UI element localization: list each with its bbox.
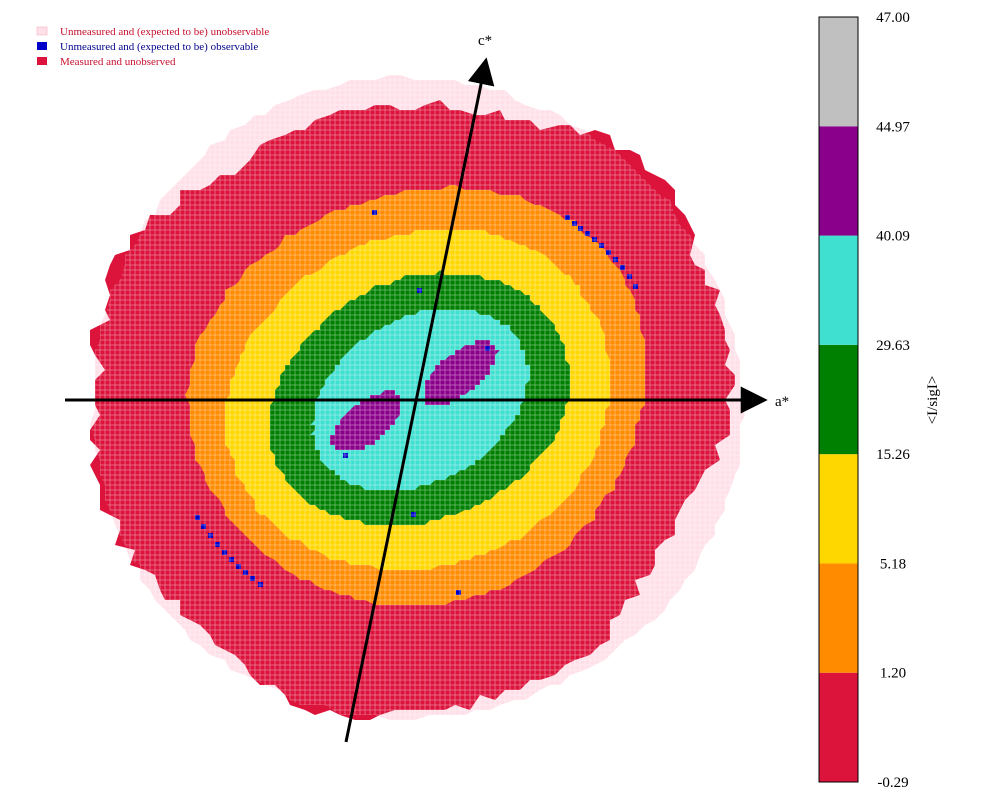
legend-swatch-unobservable (36, 26, 48, 36)
c-star-label: c* (478, 33, 492, 49)
colorbar-tick-label: 29.63 (876, 338, 910, 354)
colorbar-label: <I/sigI> (925, 376, 941, 425)
colorbar-tick-label: 1.20 (880, 666, 906, 682)
axes: a* c* (65, 33, 789, 743)
colorbar-bin (819, 235, 858, 345)
colorbar-tick-label: 15.26 (876, 447, 910, 463)
legend-item-observable: Unmeasured and (expected to be) observab… (37, 41, 258, 53)
legend-label-observable: Unmeasured and (expected to be) observab… (60, 41, 258, 53)
colorbar-frame (818, 16, 859, 783)
colorbar-tick-label: 5.18 (880, 556, 906, 572)
colorbar-tick-label: 47.00 (876, 10, 910, 26)
colorbar-bin (819, 454, 858, 564)
legend-swatch-measured-unobserved (37, 57, 47, 65)
colorbar-ticks: 47.00 44.97 40.09 29.63 15.26 5.18 1.20 -0.29 (876, 10, 910, 791)
colorbar-bin (819, 672, 858, 782)
legend-item-unobservable: Unmeasured and (expected to be) unobserv… (36, 26, 269, 38)
legend-label-measured-unobserved: Measured and unobserved (60, 56, 176, 68)
c-star-axis (344, 57, 495, 743)
colorbar-tick-label: 44.97 (876, 119, 910, 135)
legend-item-measured-unobserved: Measured and unobserved (37, 56, 176, 68)
colorbar-bins (819, 17, 858, 782)
a-star-label: a* (775, 394, 789, 410)
colorbar-tick-label: 40.09 (876, 229, 910, 245)
colorbar-bin (819, 17, 858, 127)
colorbar: 47.00 44.97 40.09 29.63 15.26 5.18 1.20 -0.29 <… (818, 10, 941, 791)
colorbar-bin (819, 344, 858, 455)
colorbar-bin (819, 126, 858, 236)
colorbar-tick-label: -0.29 (877, 775, 908, 791)
colorbar-bin (819, 563, 858, 673)
legend-label-unobservable: Unmeasured and (expected to be) unobserv… (60, 26, 269, 38)
legend: Unmeasured and (expected to be) unobserv… (36, 26, 269, 68)
legend-swatch-observable (37, 42, 47, 50)
